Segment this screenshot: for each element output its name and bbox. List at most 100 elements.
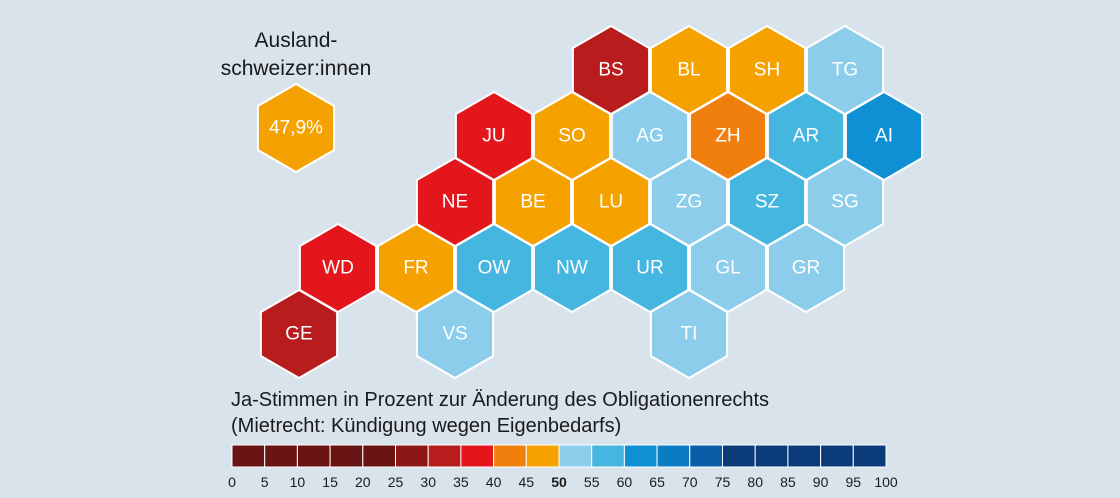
canton-label: BS [598,60,623,81]
canton-bs: BS [571,24,651,116]
legend-tick-label: 90 [813,474,829,490]
canton-label: TG [832,60,858,81]
legend-bin [722,444,756,468]
legend-tick-label: 20 [355,474,371,490]
legend-bin [525,444,560,468]
legend-bin [362,444,396,468]
canton-label: JU [482,126,505,147]
legend-tick-label: 95 [846,474,862,490]
abroad-title-line1: Ausland- [255,29,338,52]
canton-label: VS [442,324,467,345]
canton-hex [259,288,339,380]
canton-vs: VS [415,288,495,380]
canton-label: GL [715,258,740,279]
legend-tick-label: 55 [584,474,600,490]
canton-ti: TI [649,288,729,380]
canton-wd: WD [298,222,378,314]
legend-tick-label: 70 [682,474,698,490]
legend-bin [395,444,429,468]
legend-tick-label: 45 [519,474,535,490]
canton-label: AI [875,126,893,147]
canton-label: LU [599,192,623,213]
legend-bin [689,444,723,468]
legend-bin [264,444,298,468]
canton-label: SZ [755,192,780,213]
legend-tick-label: 0 [228,474,236,490]
canton-label: OW [478,258,511,279]
legend: Ja-Stimmen in Prozent zur Änderung des O… [228,389,898,490]
canton-ur: UR [610,222,690,314]
legend-tick-labels: 0 5 10 15 20 25 30 35 40 45 50 55 60 65 70 75 80 85 90 95 10… [228,474,898,490]
canton-label: GE [285,324,312,345]
legend-tick-label: 40 [486,474,502,490]
canton-ge: GE [259,288,339,380]
canton-gl: GL [688,222,768,314]
legend-bin [231,444,266,468]
legend-bin [787,444,822,468]
legend-tick-label: 60 [617,474,633,490]
canton-hex [649,288,729,380]
canton-label: SO [558,126,585,147]
legend-bin [656,444,691,468]
legend-bin [460,444,495,468]
legend-bin [493,444,527,468]
legend-bin [852,444,887,468]
canton-ow: OW [454,222,534,314]
abroad-hex [256,82,336,174]
canton-ju: JU [454,90,534,182]
canton-be: BE [493,156,573,248]
legend-bin [558,444,593,468]
canton-label: FR [403,258,428,279]
canton-label: GR [792,258,821,279]
legend-color-scale [231,444,887,468]
canton-label: NW [556,258,588,279]
legend-tick-label: 15 [322,474,338,490]
canton-nw: NW [532,222,612,314]
legend-tick-label: 5 [261,474,269,490]
legend-tick-label: 85 [780,474,796,490]
canton-label: BL [677,60,700,81]
legend-tick-label: 100 [874,474,898,490]
legend-tick-label: 65 [649,474,665,490]
legend-bin [820,444,854,468]
legend-bin [754,444,789,468]
legend-tick-label: 75 [715,474,731,490]
canton-grid: BS BL SH TG JU SO AG ZH AR AI NE BE LU ZG SZ SG WD FR OW NW… [259,24,924,380]
canton-label: NE [442,192,468,213]
canton-label: UR [636,258,663,279]
canton-hex [766,222,846,314]
canton-label: ZH [715,126,740,147]
legend-tick-label: 50 [551,474,567,490]
abroad-title-line2: schweizer:innen [221,57,372,80]
legend-bin [296,444,331,468]
canton-hex [532,222,612,314]
legend-tick-label: 10 [290,474,306,490]
abroad-group: Ausland- schweizer:innen 47,9% [221,29,372,174]
legend-title-line1: Ja-Stimmen in Prozent zur Änderung des O… [231,389,769,411]
canton-label: SG [831,192,858,213]
canton-hex [415,288,495,380]
legend-bin [427,444,462,468]
canton-label: ZG [676,192,702,213]
canton-ai: AI [844,90,924,182]
legend-tick-label: 25 [388,474,404,490]
legend-tick-label: 30 [420,474,436,490]
canton-label: BE [520,192,545,213]
canton-label: AR [793,126,819,147]
canton-zh: ZH [688,90,768,182]
legend-bin [591,444,625,468]
canton-tg: TG [805,24,885,116]
canton-label: AG [636,126,663,147]
canton-label: SH [754,60,780,81]
canton-label: WD [322,258,354,279]
legend-tick-label: 35 [453,474,469,490]
canton-label: TI [681,324,698,345]
canton-ag: AG [610,90,690,182]
legend-title-line2: (Mietrecht: Kündigung wegen Eigenbedarfs… [231,415,621,437]
legend-bin [623,444,658,468]
abroad-value-label: 47,9% [269,118,323,139]
canton-gr: GR [766,222,846,314]
canton-bl: BL [649,24,729,116]
